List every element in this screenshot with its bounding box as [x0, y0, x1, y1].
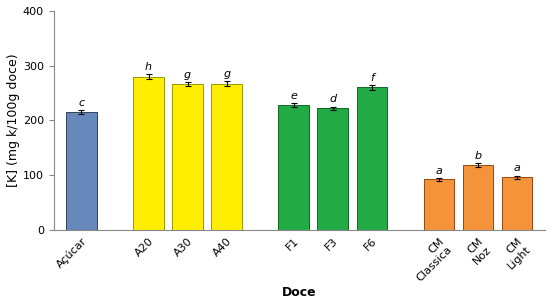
Text: g: g	[184, 70, 191, 80]
Text: d: d	[329, 95, 336, 104]
Text: a: a	[436, 166, 442, 176]
X-axis label: Doce: Doce	[282, 286, 317, 299]
Bar	[357, 88, 388, 230]
Bar	[278, 105, 309, 230]
Bar	[317, 108, 348, 230]
Text: a: a	[514, 163, 521, 173]
Bar	[463, 165, 493, 230]
Text: h: h	[145, 62, 152, 72]
Bar	[423, 179, 454, 230]
Y-axis label: [K] (mg k/100g doce): [K] (mg k/100g doce)	[7, 54, 20, 187]
Text: e: e	[290, 91, 297, 101]
Bar	[172, 84, 203, 230]
Bar	[66, 112, 97, 230]
Bar	[133, 76, 164, 230]
Text: g: g	[223, 69, 230, 79]
Text: f: f	[370, 73, 374, 83]
Text: b: b	[475, 151, 481, 161]
Bar	[211, 84, 242, 230]
Text: c: c	[78, 98, 84, 108]
Bar	[502, 177, 533, 230]
